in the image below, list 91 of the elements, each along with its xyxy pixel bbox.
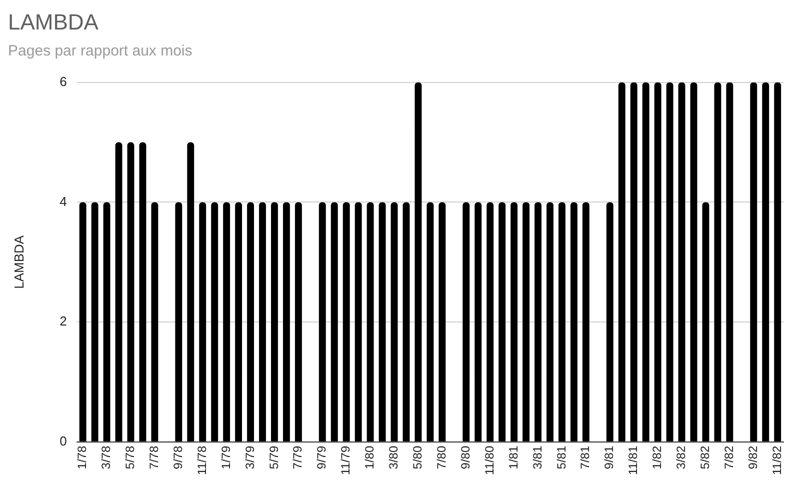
bar <box>259 202 266 442</box>
bar <box>546 202 554 442</box>
chart-subtitle: Pages par rapport aux mois <box>8 42 192 60</box>
bar <box>774 82 782 442</box>
x-tick-label: 7/81 <box>578 446 592 470</box>
bar <box>534 202 542 442</box>
bar <box>690 82 698 442</box>
bar <box>175 202 182 442</box>
x-tick-label: 3/80 <box>386 446 401 470</box>
x-tick-label: 1/81 <box>506 446 520 470</box>
bar <box>606 202 614 442</box>
y-tick-label: 6 <box>60 74 67 89</box>
x-tick-label: 5/82 <box>698 446 712 470</box>
x-tick-label: 9/81 <box>602 446 616 470</box>
bar <box>678 82 686 442</box>
bar <box>474 202 482 442</box>
x-tick-label: 7/79 <box>290 446 305 470</box>
bar <box>91 202 98 442</box>
bar <box>187 142 194 442</box>
bar <box>642 82 650 442</box>
chart-title: LAMBDA <box>8 9 99 34</box>
bar <box>103 202 110 442</box>
bar <box>426 202 434 442</box>
bar <box>402 202 410 442</box>
x-tick-label: 3/81 <box>530 446 544 470</box>
x-tick-label: 5/80 <box>410 446 425 470</box>
bar <box>522 202 530 442</box>
x-tick-label: 9/79 <box>314 446 329 470</box>
x-tick-label: 1/79 <box>218 446 233 470</box>
x-tick-label: 3/79 <box>242 446 257 470</box>
bar <box>762 82 770 442</box>
bar <box>247 202 254 442</box>
x-tick-label: 7/80 <box>434 446 448 470</box>
bar <box>151 202 158 442</box>
y-axis-title: LAMBDA <box>11 235 26 289</box>
bar <box>330 202 338 442</box>
bar <box>294 202 302 442</box>
bar <box>486 202 494 442</box>
x-tick-label: 5/81 <box>554 446 568 470</box>
bar <box>127 142 134 442</box>
bar <box>271 202 278 442</box>
bar <box>570 202 578 442</box>
bar <box>462 202 470 442</box>
x-tick-label: 9/82 <box>746 446 760 470</box>
bar <box>726 82 734 442</box>
bar <box>714 82 722 442</box>
x-tick-label: 5/78 <box>123 446 138 470</box>
x-tick-label: 9/78 <box>170 446 185 470</box>
bar <box>223 202 230 442</box>
y-tick-label: 4 <box>60 194 67 209</box>
bar <box>498 202 506 442</box>
bar <box>618 82 626 442</box>
x-tick-label: 11/82 <box>770 446 784 475</box>
bar <box>378 202 386 442</box>
bar <box>666 82 674 442</box>
bar <box>211 202 218 442</box>
bar <box>510 202 518 442</box>
x-tick-label: 11/78 <box>194 446 209 475</box>
bar <box>318 202 326 442</box>
bar <box>414 82 422 442</box>
bar <box>558 202 566 442</box>
x-tick-label: 11/81 <box>626 446 640 475</box>
x-tick-label: 3/78 <box>99 446 114 470</box>
bar <box>750 82 758 442</box>
x-tick-label: 1/82 <box>650 446 664 470</box>
bar <box>654 82 662 442</box>
x-tick-label: 7/78 <box>147 446 162 470</box>
bar <box>366 202 374 442</box>
x-tick-label: 5/79 <box>266 446 281 470</box>
bar <box>342 202 350 442</box>
x-tick-label: 7/82 <box>722 446 736 470</box>
bar <box>438 202 446 442</box>
bar <box>199 202 206 442</box>
x-tick-label: 1/80 <box>362 446 377 470</box>
bar <box>702 202 710 442</box>
y-tick-label: 0 <box>60 433 67 448</box>
x-tick-label: 3/82 <box>674 446 688 470</box>
y-tick-label: 2 <box>60 314 67 329</box>
x-tick-label: 1/78 <box>75 446 90 470</box>
bar <box>282 202 290 442</box>
x-tick-label: 11/80 <box>482 446 496 475</box>
bar <box>354 202 362 442</box>
bar <box>79 202 86 442</box>
bar <box>235 202 242 442</box>
bar <box>582 202 590 442</box>
x-tick-label: 9/80 <box>458 446 472 470</box>
bar <box>115 142 122 442</box>
bar <box>390 202 398 442</box>
bar <box>630 82 638 442</box>
x-tick-label: 11/79 <box>338 446 353 475</box>
bar <box>139 142 146 442</box>
